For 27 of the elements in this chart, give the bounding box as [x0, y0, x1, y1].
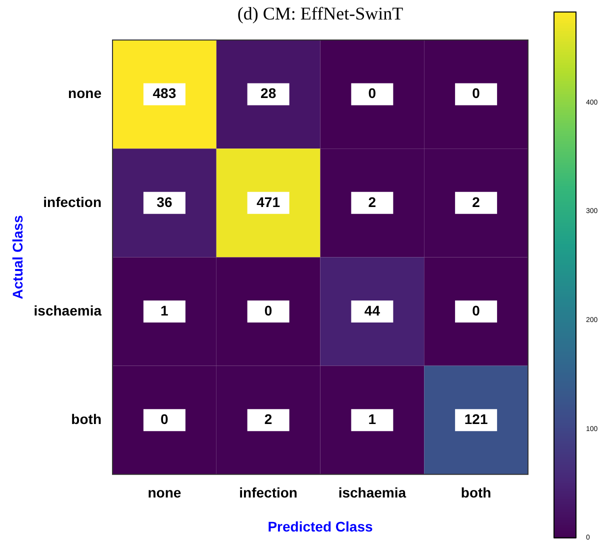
y-axis-title: Actual Class [9, 214, 26, 300]
data-label: 0 [472, 302, 480, 318]
x-axis-title: Predicted Class [268, 518, 373, 534]
x-tick-label: ischaemia [338, 484, 406, 501]
data-label: 121 [464, 410, 488, 427]
y-tick-label: infection [43, 194, 102, 210]
data-label: 0 [368, 85, 376, 102]
x-tick-label: infection [239, 484, 298, 501]
data-label: 1 [160, 302, 169, 318]
y-tick-label: both [71, 410, 102, 427]
x-tick-label: both [460, 484, 492, 501]
chart-title: (d) CM: EffNet-SwinT [237, 4, 404, 24]
data-label: 2 [472, 194, 480, 210]
data-label: 36 [156, 194, 172, 210]
data-label: 28 [260, 85, 276, 102]
data-label: 0 [472, 85, 480, 102]
data-label: 0 [160, 410, 169, 427]
data-label: 471 [256, 194, 280, 210]
data-label: 1 [368, 410, 376, 427]
data-label: 0 [264, 302, 272, 318]
y-tick-label: none [68, 85, 102, 102]
data-label: 44 [364, 302, 380, 318]
data-label: 2 [264, 410, 272, 427]
y-tick-label: ischaemia [34, 302, 102, 318]
data-label: 2 [368, 194, 376, 210]
x-tick-label: none [148, 484, 182, 501]
data-label: 483 [152, 85, 176, 102]
